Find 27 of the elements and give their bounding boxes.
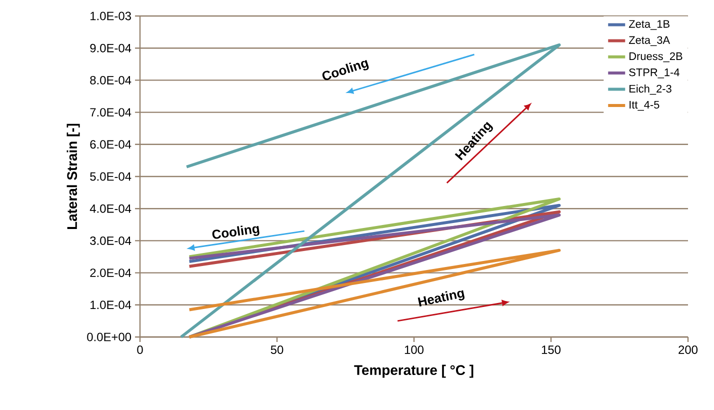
annotation: Cooling <box>322 60 369 80</box>
legend-label: Eich_2-3 <box>630 84 672 95</box>
y-tick-label: 8.0E-04 <box>90 76 132 84</box>
x-axis-title: Temperature [ °C ] <box>354 364 474 378</box>
y-tick-label: 9.0E-04 <box>90 44 132 52</box>
x-tick-label: 0 <box>137 346 143 354</box>
y-tick-label: 7.0E-04 <box>90 108 132 117</box>
annotation: Heating <box>418 290 464 306</box>
legend-label: Zeta_3A <box>628 36 670 46</box>
y-axis-title: Lateral Strain [-] <box>66 124 80 230</box>
y-tick-label: 1.0E-04 <box>90 300 132 310</box>
y-tick-label: 0.0E+00 <box>87 332 132 342</box>
y-tick-label: 2.0E-04 <box>90 268 132 278</box>
legend-label: STPR_1-4 <box>629 68 680 78</box>
y-tick-label: 1.0E-03 <box>90 12 131 20</box>
y-tick-label: 5.0E-04 <box>90 172 132 181</box>
x-tick-label: 150 <box>542 346 561 354</box>
y-tick-label: 3.0E-04 <box>90 236 132 245</box>
legend-label: Druess_2B <box>630 52 682 62</box>
y-tick-label: 6.0E-04 <box>90 140 132 149</box>
annotation: Cooling <box>212 226 260 239</box>
legend-label: Zeta_1B <box>628 20 670 30</box>
x-tick-label: 100 <box>404 346 424 354</box>
y-tick-label: 4.0E-04 <box>90 204 132 213</box>
x-tick-label: 200 <box>678 346 698 354</box>
x-tick-label: 50 <box>270 346 284 354</box>
legend-label: Itt_4-5 <box>630 100 660 111</box>
